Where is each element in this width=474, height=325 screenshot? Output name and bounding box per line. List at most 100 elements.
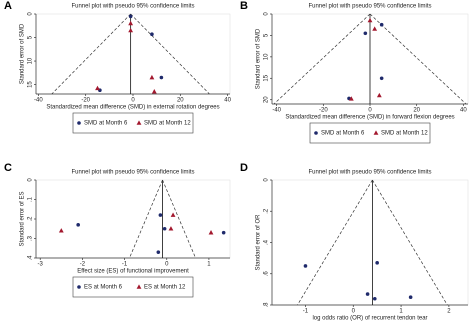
- x-tick-label: -3: [38, 262, 44, 268]
- legend-marker: [77, 121, 81, 125]
- x-tick-label: 0: [352, 309, 356, 315]
- circle-marker: [128, 14, 133, 19]
- y-axis-label: Standard error of OR: [256, 214, 262, 271]
- y-tick-label: 15: [264, 74, 270, 81]
- x-tick-label: 2: [447, 309, 451, 315]
- triangle-marker: [348, 96, 354, 101]
- x-tick-label: 40: [460, 108, 467, 114]
- legend-box: [72, 112, 194, 134]
- circle-marker: [303, 264, 308, 268]
- funnel-right: [130, 13, 210, 95]
- triangle-marker: [128, 27, 134, 33]
- circle-marker: [379, 22, 384, 27]
- circle-marker: [221, 230, 226, 235]
- legend-marker: [136, 120, 142, 125]
- y-tick-label: .4: [264, 239, 270, 245]
- x-axis-label: Effect size (ES) of functional improveme…: [77, 269, 189, 275]
- triangle-marker: [170, 212, 176, 217]
- x-tick-label: 20: [177, 98, 184, 104]
- legend-marker: [136, 284, 142, 289]
- legend-box: [72, 276, 194, 298]
- x-axis-label: Standardized mean difference (SMD) in fo…: [285, 115, 454, 121]
- chart-title: Funnel plot with pseudo 95% confidence l…: [71, 170, 194, 176]
- y-tick-label: 10: [28, 57, 34, 64]
- plot-frame: [271, 179, 469, 306]
- y-axis-label: Standard error of ES: [20, 191, 26, 246]
- x-tick-label: 0: [165, 262, 169, 268]
- y-tick-label: 0: [264, 12, 270, 16]
- legend-label: SMD at Month 6: [321, 131, 365, 137]
- y-tick-label: 5: [28, 35, 34, 39]
- plot-frame: [35, 179, 231, 259]
- x-tick-label: 0: [368, 108, 372, 114]
- legend-label: ES at Month 12: [144, 285, 186, 291]
- legend-marker: [77, 285, 81, 289]
- y-tick-label: .2: [264, 208, 270, 214]
- circle-marker: [76, 223, 80, 227]
- funnel-left: [273, 13, 371, 105]
- y-tick-label: .1: [28, 196, 34, 202]
- x-axis-label: Standardized mean difference (SMD) in ex…: [46, 105, 219, 111]
- panel-label: D: [240, 162, 248, 174]
- circle-marker: [156, 250, 161, 254]
- funnel-right: [369, 13, 467, 105]
- x-tick-label: -20: [81, 98, 90, 104]
- legend-label: ES at Month 6: [84, 285, 123, 291]
- y-tick-label: 15: [28, 81, 34, 88]
- panel-label: C: [4, 162, 12, 174]
- x-tick-label: -1: [303, 309, 309, 315]
- triangle-marker: [372, 26, 378, 31]
- y-tick-label: 0: [28, 12, 34, 16]
- triangle-marker: [128, 20, 134, 26]
- panel-label: A: [4, 0, 12, 12]
- triangle-marker: [367, 17, 373, 23]
- triangle-marker: [58, 228, 64, 233]
- triangle-marker: [208, 230, 214, 235]
- triangle-marker: [168, 226, 174, 231]
- chart-title: Funnel plot with pseudo 95% confidence l…: [308, 170, 431, 176]
- y-tick-label: .6: [264, 271, 270, 277]
- x-tick-label: -2: [80, 262, 86, 268]
- funnel-left: [51, 13, 131, 95]
- y-tick-label: 20: [264, 96, 270, 103]
- y-tick-label: 5: [264, 33, 270, 37]
- y-tick-label: 10: [264, 53, 270, 60]
- circle-marker: [408, 295, 413, 299]
- x-axis-label: log odds ratio (OR) of recurrent tendon …: [312, 316, 427, 322]
- legend-box: [309, 122, 431, 144]
- circle-marker: [162, 226, 167, 231]
- x-tick-label: 1: [399, 309, 403, 315]
- y-tick-label: .2: [28, 216, 34, 222]
- chart-title: Funnel plot with pseudo 95% confidence l…: [308, 4, 431, 10]
- funnel-left: [129, 179, 163, 259]
- circle-marker: [365, 292, 370, 296]
- y-tick-label: .4: [28, 255, 34, 261]
- circle-marker: [375, 261, 379, 265]
- funnel-right: [162, 179, 196, 259]
- y-tick-label: .3: [28, 235, 34, 241]
- x-tick-label: 40: [224, 98, 231, 104]
- panel-label: B: [240, 0, 248, 12]
- legend-marker: [373, 130, 379, 135]
- plot-frame: [35, 13, 231, 95]
- x-tick-label: 1: [207, 262, 211, 268]
- circle-marker: [379, 76, 384, 81]
- triangle-marker: [376, 92, 382, 98]
- circle-marker: [150, 32, 154, 37]
- legend-label: SMD at Month 12: [381, 131, 428, 137]
- triangle-marker: [151, 89, 157, 94]
- chart-title: Funnel plot with pseudo 95% confidence l…: [71, 4, 194, 10]
- y-axis-label: Standard error of SMD: [256, 28, 262, 89]
- x-tick-label: 0: [131, 98, 135, 104]
- legend-label: SMD at Month 6: [84, 121, 128, 127]
- funnel-right: [372, 179, 448, 306]
- x-tick-label: -40: [34, 98, 43, 104]
- triangle-marker: [95, 85, 100, 91]
- circle-marker: [158, 213, 163, 217]
- triangle-marker: [149, 74, 155, 80]
- x-tick-label: -40: [272, 108, 281, 114]
- funnel-left: [297, 179, 373, 306]
- x-tick-label: 20: [413, 108, 420, 114]
